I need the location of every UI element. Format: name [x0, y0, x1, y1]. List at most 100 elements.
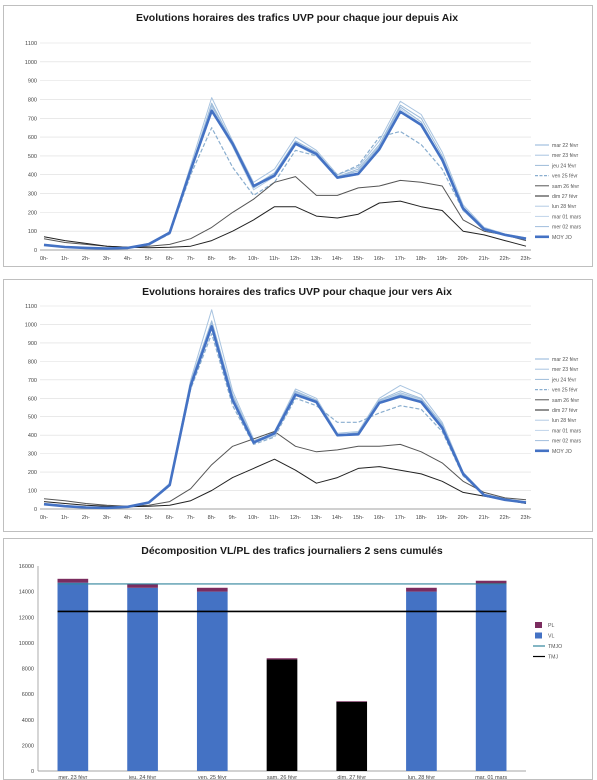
- x-tick-label: 3h-: [103, 256, 111, 262]
- legend-swatch: [535, 632, 542, 639]
- y-tick-label: 6000: [22, 692, 34, 698]
- y-tick-label: 800: [28, 359, 37, 365]
- bar-pl: [475, 580, 507, 584]
- x-tick-label: sam. 26 févr: [267, 775, 297, 779]
- y-tick-label: 300: [28, 452, 37, 458]
- x-tick-label: 17h-: [395, 515, 406, 521]
- y-tick-label: 500: [28, 415, 37, 421]
- y-tick-label: 600: [28, 135, 37, 141]
- series-line-5: [43, 200, 527, 249]
- x-tick-label: 11h-: [269, 515, 280, 521]
- y-tick-label: 0: [34, 248, 37, 254]
- x-tick-label: 9h-: [229, 256, 237, 262]
- x-tick-label: 19h-: [437, 256, 448, 262]
- x-tick-label: 0h-: [40, 515, 48, 521]
- series-line-9: [43, 324, 527, 510]
- legend-label: mer 23 févr: [552, 153, 579, 159]
- x-tick-label: 4h-: [124, 256, 132, 262]
- y-tick-label: 100: [28, 489, 37, 495]
- legend-swatch: [535, 622, 542, 628]
- y-tick-label: 2000: [22, 743, 34, 749]
- y-tick-label: 1100: [25, 41, 37, 47]
- legend-label: mar 22 févr: [552, 143, 579, 149]
- legend-label: dim 27 févr: [552, 408, 578, 414]
- y-tick-label: 100: [28, 229, 37, 235]
- legend-label: jeu 24 févr: [551, 163, 576, 169]
- x-tick-label: jeu. 24 févr: [128, 775, 156, 779]
- chart-title: Evolutions horaires des trafics UVP pour…: [142, 286, 452, 298]
- bar-pl: [57, 578, 89, 583]
- y-tick-label: 900: [28, 79, 37, 85]
- y-tick-label: 200: [28, 470, 37, 476]
- x-tick-label: 6h-: [166, 515, 174, 521]
- bar-chart-vl-pl: Décomposition VL/PL des trafics journali…: [19, 545, 562, 779]
- x-tick-label: lun. 28 févr: [408, 775, 435, 779]
- series-line-1: [43, 309, 527, 509]
- legend-label: lun 28 févr: [552, 418, 576, 424]
- x-tick-label: 8h-: [208, 256, 216, 262]
- line-chart-depuis-aix: Evolutions horaires des trafics UVP pour…: [25, 12, 582, 262]
- bar-vl: [57, 582, 89, 771]
- y-tick-label: 0: [34, 507, 37, 513]
- legend-label: TMJO: [548, 644, 562, 650]
- x-tick-label: 12h-: [290, 515, 301, 521]
- x-tick-label: 2h-: [82, 256, 90, 262]
- x-tick-label: ven. 25 févr: [198, 775, 227, 779]
- y-tick-label: 14000: [19, 590, 34, 596]
- x-tick-label: 21h-: [479, 256, 490, 262]
- x-tick-label: 18h-: [416, 515, 427, 521]
- x-tick-label: 18h-: [416, 256, 427, 262]
- x-tick-label: 22h-: [500, 256, 511, 262]
- x-tick-label: 15h-: [353, 515, 364, 521]
- y-tick-label: 500: [28, 154, 37, 160]
- y-tick-label: 800: [28, 97, 37, 103]
- x-tick-label: 11h-: [269, 256, 280, 262]
- series-line-7: [43, 106, 527, 249]
- legend-label: MOY JO: [552, 235, 572, 241]
- x-tick-label: 5h-: [145, 256, 153, 262]
- x-tick-label: 1h-: [61, 515, 69, 521]
- legend-label: mer 02 mars: [552, 225, 582, 231]
- bar-vl: [406, 591, 437, 771]
- legend-label: ven 25 févr: [552, 388, 578, 394]
- x-tick-label: 16h-: [374, 256, 385, 262]
- x-tick-label: mar. 01 mars: [475, 775, 507, 779]
- chart-panel-depuis-aix: Evolutions horaires des trafics UVP pour…: [3, 5, 593, 267]
- legend-label: mer 23 févr: [552, 367, 579, 373]
- y-tick-label: 1000: [25, 60, 37, 66]
- y-tick-label: 200: [28, 210, 37, 216]
- series-line-8: [43, 104, 527, 249]
- y-tick-label: 700: [28, 116, 37, 122]
- x-tick-label: 16h-: [374, 515, 385, 521]
- x-tick-label: 6h-: [166, 256, 174, 262]
- x-tick-label: mer. 23 févr: [58, 775, 87, 779]
- legend-label: jeu 24 févr: [551, 377, 576, 383]
- series-line-3: [43, 333, 527, 509]
- legend-label: ven 25 févr: [552, 174, 578, 180]
- x-tick-label: 19h-: [437, 515, 448, 521]
- legend-label: dim 27 févr: [552, 194, 578, 200]
- x-tick-label: 17h-: [395, 256, 406, 262]
- x-tick-label: 22h-: [500, 515, 511, 521]
- bar-vl: [127, 587, 158, 771]
- series-line-0: [43, 106, 527, 249]
- x-tick-label: 20h-: [458, 256, 469, 262]
- x-tick-label: dim. 27 févr: [337, 775, 366, 779]
- x-tick-label: 20h-: [458, 515, 469, 521]
- bar-pl: [127, 583, 158, 588]
- bar-vl: [266, 659, 298, 771]
- x-tick-label: 13h-: [311, 515, 322, 521]
- legend-label: PL: [548, 623, 554, 629]
- x-tick-label: 5h-: [145, 515, 153, 521]
- x-tick-label: 1h-: [61, 256, 69, 262]
- y-tick-label: 400: [28, 433, 37, 439]
- series-line-1: [43, 97, 527, 249]
- x-tick-label: 13h-: [311, 256, 322, 262]
- x-tick-label: 21h-: [479, 515, 490, 521]
- y-tick-label: 300: [28, 192, 37, 198]
- y-tick-label: 8000: [22, 667, 34, 673]
- legend-label: VL: [548, 634, 554, 640]
- y-tick-label: 0: [31, 769, 34, 775]
- y-tick-label: 12000: [19, 615, 34, 621]
- series-line-5: [43, 458, 527, 508]
